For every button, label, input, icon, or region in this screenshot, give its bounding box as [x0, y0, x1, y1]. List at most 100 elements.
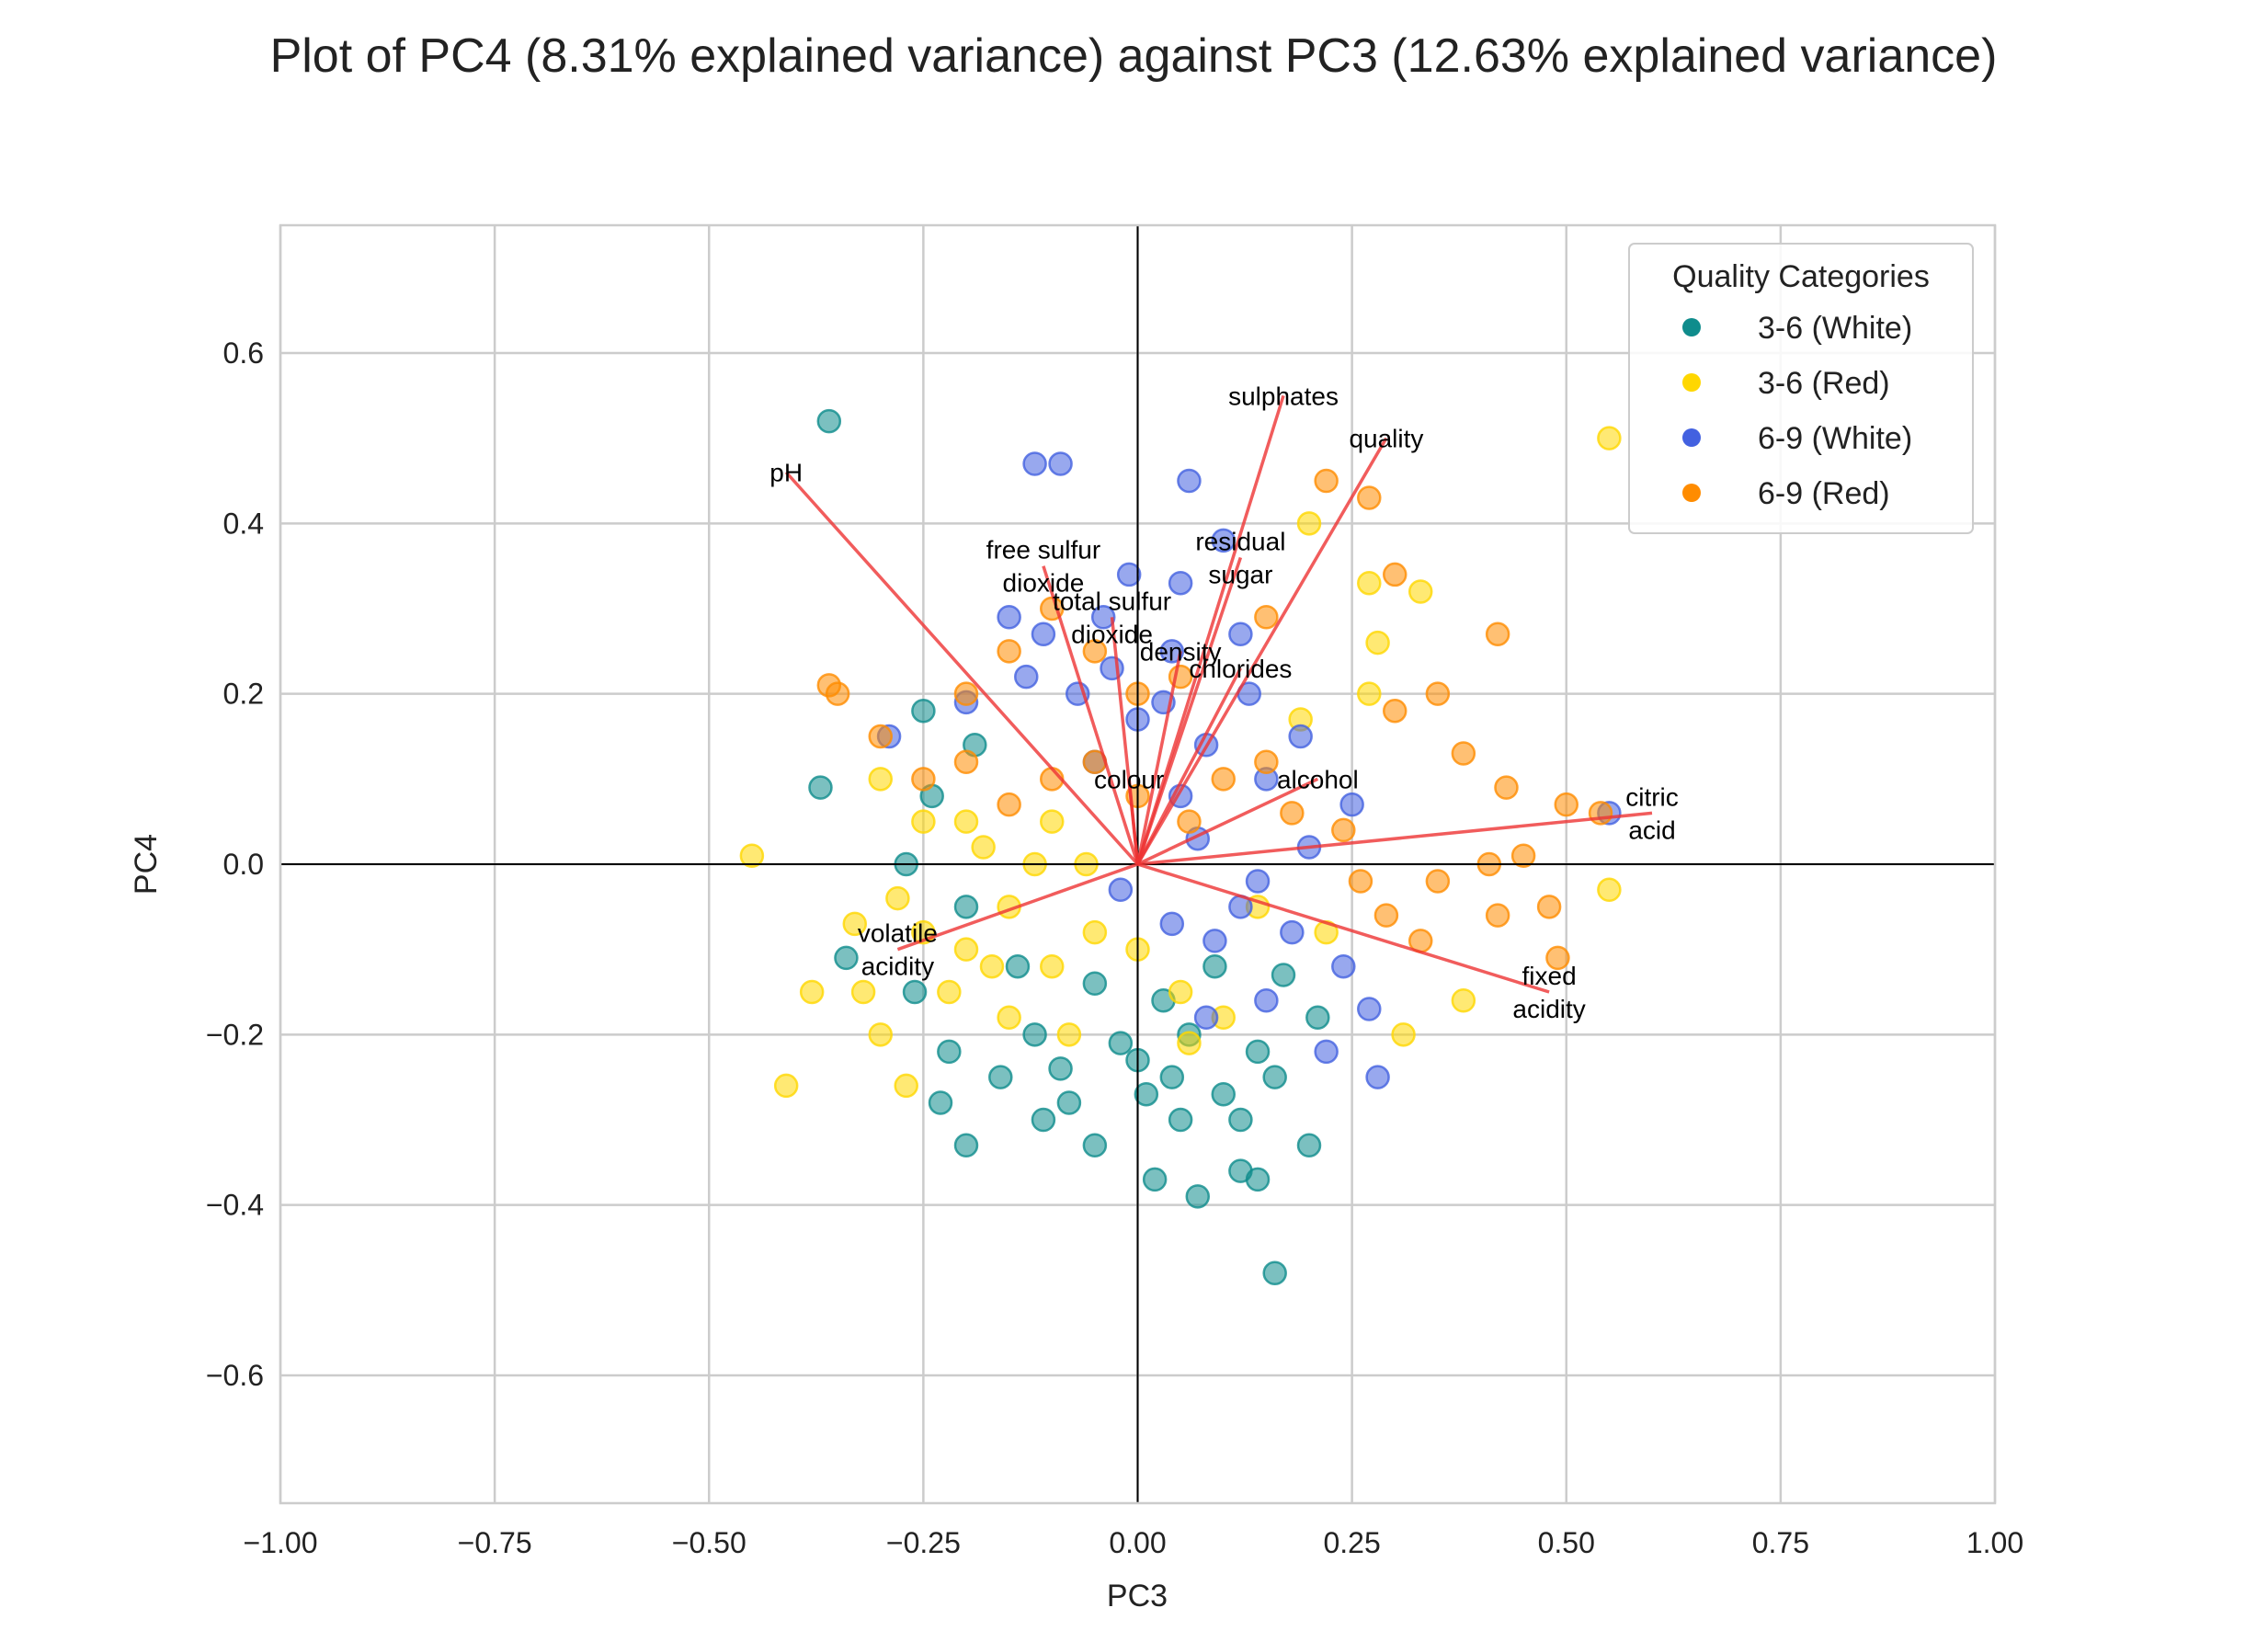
- loading-label: free sulfur: [986, 536, 1101, 564]
- loading-sulphates: sulphates: [1135, 382, 1339, 865]
- loading-quality: quality: [1135, 425, 1423, 865]
- scatter-point: [1305, 1005, 1330, 1031]
- scatter-point: [1254, 605, 1279, 630]
- series-6-9-red: [816, 468, 1613, 971]
- scatter-point: [1262, 1260, 1287, 1286]
- scatter-point: [1048, 1056, 1073, 1081]
- scatter-point: [1331, 817, 1356, 843]
- loading-colour: colour: [1094, 765, 1164, 865]
- scatter-point: [997, 1005, 1021, 1031]
- scatter-point: [868, 724, 893, 749]
- scatter-point: [799, 979, 825, 1005]
- scatter-point: [1314, 468, 1339, 494]
- x-tick-label: 0.75: [1752, 1526, 1809, 1559]
- legend-entry-6-9-red: 6-9 (Red): [1682, 476, 1890, 511]
- scatter-point: [1048, 451, 1073, 476]
- loading-density: density: [1135, 637, 1222, 865]
- legend-label: 3-6 (Red): [1758, 366, 1890, 401]
- scatter-point: [1108, 1031, 1134, 1055]
- scatter-point: [1082, 639, 1108, 664]
- scatter-point: [1485, 903, 1510, 928]
- scatter-point: [1348, 869, 1373, 894]
- legend-marker: [1682, 318, 1701, 336]
- scatter-point: [739, 843, 765, 868]
- scatter-point: [1357, 997, 1382, 1021]
- series-3-6-red: [739, 426, 1622, 1099]
- scatter-point: [953, 937, 979, 962]
- scatter-point: [1554, 792, 1578, 817]
- loading-label: residual: [1195, 527, 1285, 555]
- scatter-point: [1082, 971, 1108, 996]
- scatter-point: [1228, 621, 1253, 647]
- loading-residual-sugar: residual sugar: [1135, 527, 1285, 865]
- loading-label: density: [1140, 637, 1222, 666]
- x-tick-label: 0.25: [1323, 1526, 1380, 1559]
- scatter-point: [1451, 741, 1476, 766]
- scatter-point: [825, 681, 850, 706]
- scatter-point: [1451, 988, 1476, 1013]
- scatter-point: [1339, 792, 1364, 817]
- loading-arrow: [1135, 437, 1388, 865]
- loading-label: sugar: [1208, 560, 1272, 588]
- plot-frame: [279, 223, 1997, 1505]
- scatter-point: [808, 775, 833, 800]
- scatter-point: [1357, 570, 1382, 596]
- loading-label: volatile: [858, 919, 938, 948]
- scatter-point: [1510, 843, 1536, 868]
- loading-fixed-acidity: fixed acidity: [1136, 862, 1586, 1023]
- loading-arrow: [784, 471, 1139, 866]
- loading-label: chlorides: [1189, 655, 1292, 683]
- scatter-point: [1254, 988, 1279, 1013]
- loading-label: alcohol: [1277, 765, 1359, 793]
- scatter-point: [1056, 1090, 1082, 1115]
- scatter-point: [1108, 877, 1134, 903]
- scatter-point: [1485, 621, 1510, 647]
- scatter-point: [1425, 681, 1451, 706]
- loading-label: pH: [769, 459, 803, 487]
- scatter-point: [1211, 528, 1236, 553]
- loading-arrow: [1137, 811, 1653, 866]
- scatter-point: [911, 809, 936, 834]
- scatter-point: [1082, 1133, 1108, 1158]
- scatter-point: [1159, 1065, 1185, 1089]
- scatter-point: [1090, 605, 1116, 630]
- loading-arrow: [1042, 565, 1140, 865]
- scatter-points: [739, 408, 1622, 1286]
- scatter-point: [1177, 809, 1202, 834]
- legend: Quality Categories 3-6 (White) 3-6 (Red) 6…: [1628, 243, 1974, 534]
- y-axis-label: PC4: [129, 834, 164, 895]
- scatter-point: [1040, 809, 1065, 834]
- series-3-6-white: [808, 408, 1330, 1286]
- scatter-point: [1193, 1005, 1219, 1031]
- loading-label: quality: [1349, 425, 1423, 453]
- legend-marker: [1682, 373, 1701, 392]
- scatter-point: [1159, 911, 1185, 937]
- loading-label: colour: [1094, 765, 1164, 793]
- scatter-point: [953, 809, 979, 834]
- scatter-point: [1185, 1184, 1211, 1209]
- scatter-point: [988, 1065, 1013, 1089]
- scatter-point: [868, 1022, 893, 1047]
- scatter-point: [1005, 953, 1031, 979]
- scatter-point: [1383, 562, 1408, 587]
- scatter-point: [816, 408, 842, 434]
- scatter-point: [1031, 1107, 1056, 1133]
- loading-label: acidity: [1512, 995, 1585, 1023]
- scatter-point: [1168, 570, 1193, 596]
- scatter-point: [1056, 1022, 1082, 1047]
- scatter-point: [1391, 1022, 1416, 1047]
- scatter-point: [1202, 953, 1227, 979]
- scatter-point: [997, 639, 1021, 664]
- loading-arrow: [1135, 650, 1182, 865]
- scatter-point: [1357, 681, 1382, 706]
- scatter-point: [1262, 1065, 1287, 1089]
- scatter-point: [953, 681, 979, 706]
- loading-free-sulfur-dioxide: free sulfur dioxide: [986, 536, 1140, 865]
- scatter-point: [868, 767, 893, 792]
- scatter-point: [1597, 877, 1622, 903]
- scatter-point: [1425, 869, 1451, 894]
- loading-label: fixed: [1522, 962, 1577, 990]
- scatter-point: [1177, 468, 1202, 494]
- loading-label: acid: [1628, 815, 1675, 844]
- loading-label: total sulfur: [1053, 587, 1171, 615]
